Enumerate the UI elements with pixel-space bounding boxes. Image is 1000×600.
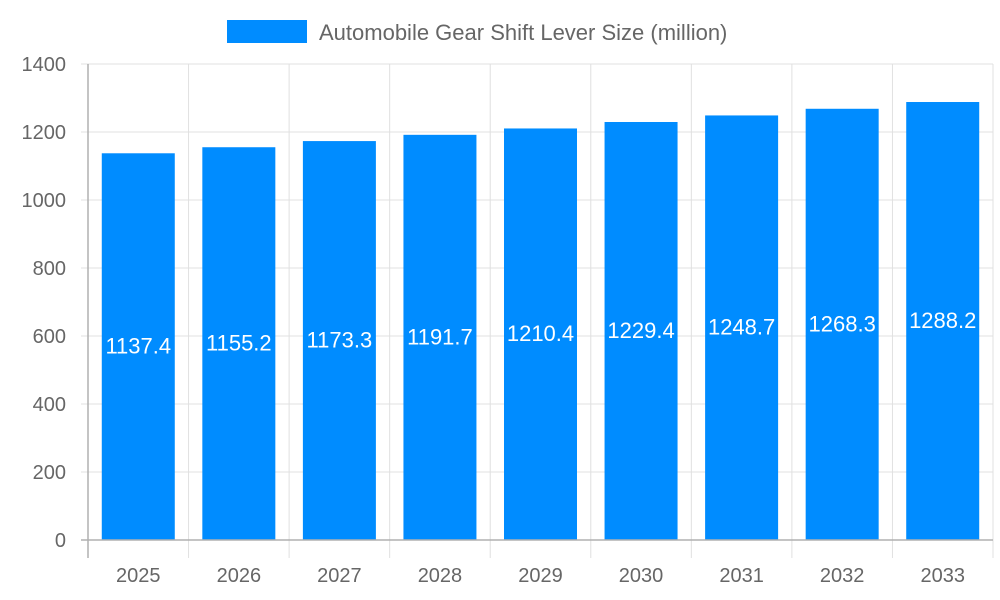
bar — [403, 134, 477, 540]
data-label: 1173.3 — [307, 328, 373, 353]
data-label: 1191.7 — [407, 324, 473, 349]
legend-label: Automobile Gear Shift Lever Size (millio… — [319, 20, 727, 45]
data-label: 1248.7 — [708, 315, 775, 340]
y-tick-label: 800 — [33, 258, 66, 280]
bar — [101, 153, 175, 540]
bar — [504, 128, 577, 541]
bar — [604, 122, 678, 540]
data-label: 1210.4 — [507, 321, 574, 346]
legend-swatch — [227, 20, 307, 43]
x-tick-label: 2032 — [820, 565, 865, 587]
y-tick-label: 1200 — [22, 122, 67, 144]
x-tick-label: 2029 — [518, 565, 563, 587]
x-tick-label: 2030 — [619, 565, 664, 587]
y-tick-label: 200 — [33, 462, 66, 484]
y-tick-label: 1000 — [22, 190, 67, 212]
data-label: 1268.3 — [809, 311, 876, 336]
x-tick-label: 2033 — [920, 565, 965, 587]
x-tick-label: 2031 — [719, 565, 764, 587]
y-tick-label: 600 — [33, 326, 66, 348]
y-tick-label: 1400 — [22, 54, 67, 76]
legend[interactable]: Automobile Gear Shift Lever Size (millio… — [227, 20, 727, 45]
data-label: 1155.2 — [206, 331, 272, 356]
bar — [202, 147, 276, 540]
bar — [906, 102, 980, 541]
data-label: 1229.4 — [607, 318, 674, 343]
data-label: 1137.4 — [105, 334, 171, 359]
axes: 0 200 400 600 800 1000 1200 1400 2025 2026 2027 202… — [22, 54, 993, 587]
x-tick-label: 2028 — [418, 565, 463, 587]
x-tick-label: 2026 — [217, 565, 262, 587]
bars: 1137.4 1155.2 1173.3 1191.7 1210.4 1229.4 1248… — [101, 102, 980, 541]
x-tick-label: 2027 — [317, 565, 362, 587]
bar — [705, 115, 779, 540]
x-tick-label: 2025 — [116, 565, 161, 587]
data-label: 1288.2 — [909, 308, 976, 333]
bar — [302, 141, 376, 540]
y-tick-label: 0 — [55, 530, 66, 552]
bar — [805, 108, 879, 540]
y-tick-label: 400 — [33, 394, 66, 416]
